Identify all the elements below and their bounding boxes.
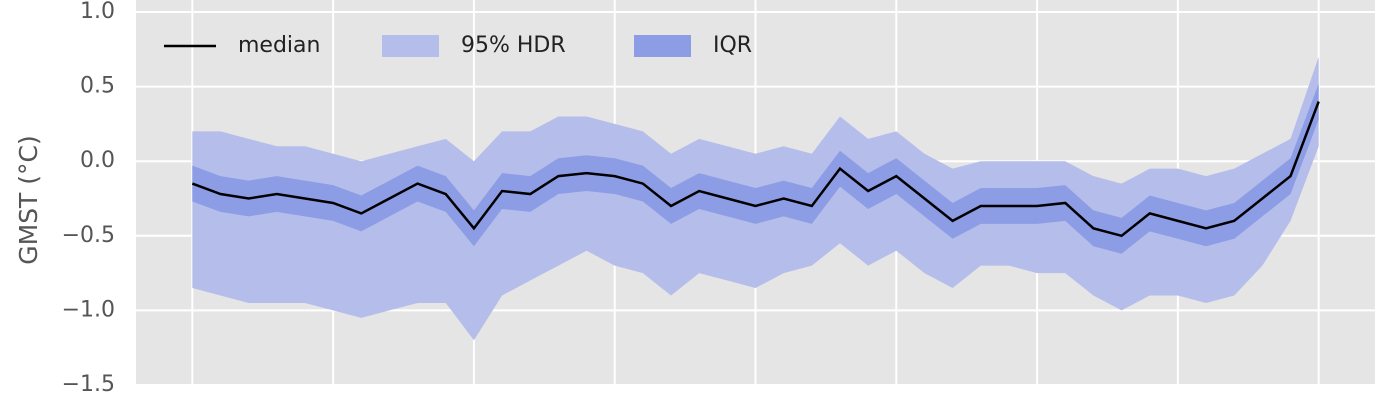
y-tick-label: −1.5 <box>62 372 115 397</box>
y-tick-label: −1.0 <box>62 297 115 322</box>
y-tick-label: 0.0 <box>80 148 115 173</box>
y-tick-label: 0.5 <box>80 74 115 99</box>
legend-swatch <box>382 35 439 57</box>
legend-label: IQR <box>713 33 752 58</box>
y-axis-label: GMST (°C) <box>14 135 43 265</box>
legend-swatch <box>634 35 691 57</box>
legend-label: 95% HDR <box>461 33 566 58</box>
legend-label: median <box>238 33 320 58</box>
band <box>192 83 1319 254</box>
line <box>191 101 1320 238</box>
y-tick-label: 1.0 <box>80 0 115 24</box>
y-tick-label: −0.5 <box>62 223 115 248</box>
